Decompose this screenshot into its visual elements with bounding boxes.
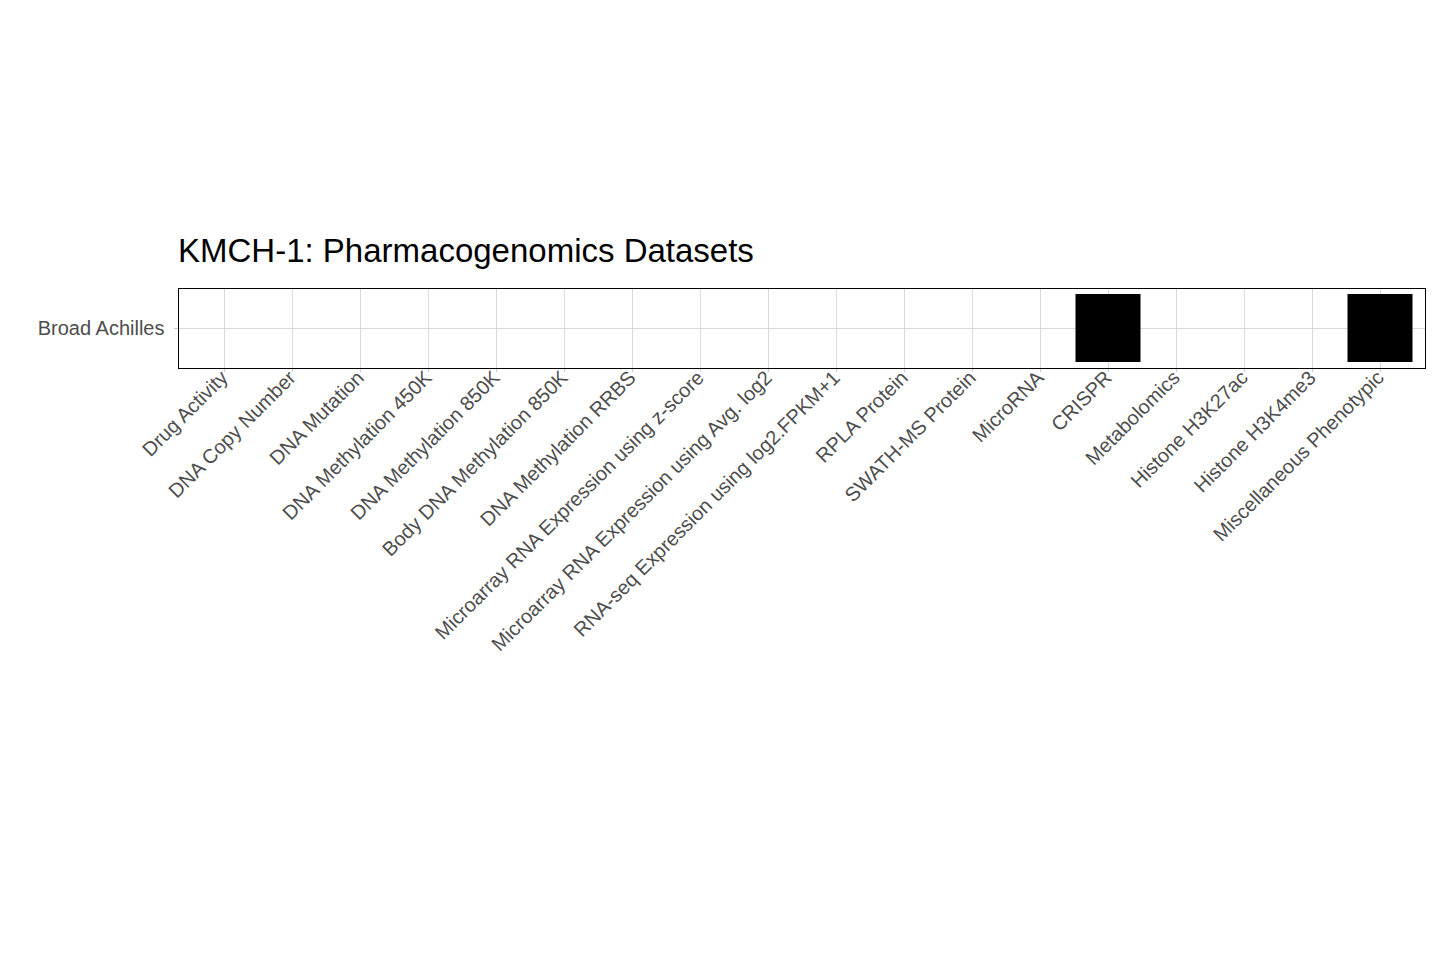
svg-text:Microarray RNA Expression usin: Microarray RNA Expression using Avg. log… xyxy=(487,366,776,655)
svg-text:Histone H3K4me3: Histone H3K4me3 xyxy=(1190,366,1320,496)
svg-text:DNA Methylation 850K: DNA Methylation 850K xyxy=(346,366,504,525)
svg-text:Drug Activity: Drug Activity xyxy=(137,366,232,461)
svg-text:DNA Copy Number: DNA Copy Number xyxy=(164,366,300,502)
svg-text:RPLA Protein: RPLA Protein xyxy=(811,366,912,467)
svg-text:SWATH-MS Protein: SWATH-MS Protein xyxy=(840,366,980,506)
svg-text:Miscellaneous Phenotypic: Miscellaneous Phenotypic xyxy=(1209,366,1388,545)
svg-text:MicroRNA: MicroRNA xyxy=(968,366,1048,446)
svg-text:Body DNA Methylation 850K: Body DNA Methylation 850K xyxy=(377,366,572,561)
html-text:KMCH-1: Pharmacogenomics Datas: KMCH-1: Pharmacogenomics Datasets xyxy=(178,232,754,269)
svg-text:RNA-seq Expression using log2.: RNA-seq Expression using log2.FPKM+1 xyxy=(569,366,844,641)
svg-text:DNA Methylation RRBS: DNA Methylation RRBS xyxy=(475,366,640,531)
svg-text:DNA Mutation: DNA Mutation xyxy=(265,366,368,470)
svg-text:Microarray RNA Expression usin: Microarray RNA Expression using z-score xyxy=(431,366,708,643)
svg-text:Broad Achilles: Broad Achilles xyxy=(38,317,165,339)
svg-text:Histone H3K27ac: Histone H3K27ac xyxy=(1126,366,1252,492)
svg-text:DNA Methylation 450K: DNA Methylation 450K xyxy=(278,366,436,525)
svg-text:Metabolomics: Metabolomics xyxy=(1081,366,1184,470)
svg-text:CRISPR: CRISPR xyxy=(1047,366,1116,435)
